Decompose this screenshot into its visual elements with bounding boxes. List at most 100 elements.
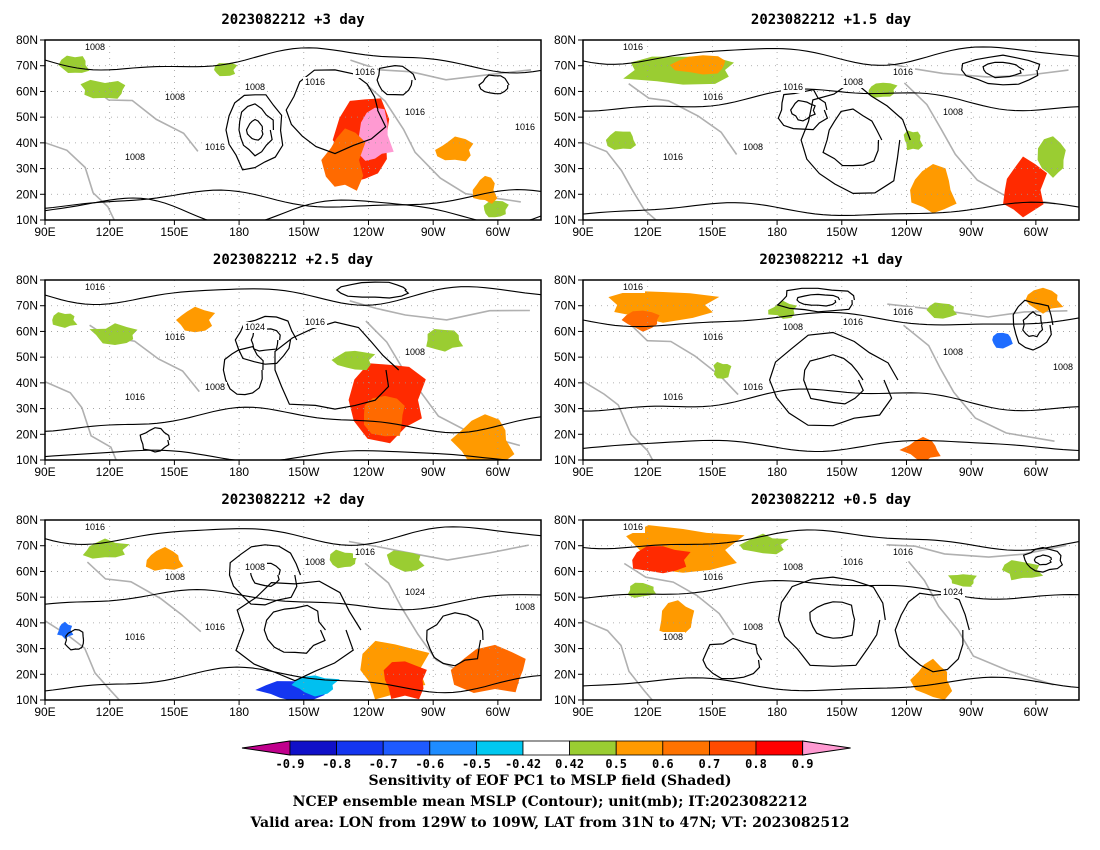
sensitivity-shading [214, 62, 238, 77]
lon-tick-label: 90W [421, 465, 446, 479]
contour-label: 1016 [703, 332, 723, 342]
lon-tick-label: 120E [634, 225, 662, 239]
map-frame [44, 519, 542, 701]
isobar-contour [64, 628, 85, 651]
lat-tick-label: 50N [554, 110, 576, 124]
contour-label: 1016 [125, 632, 145, 642]
contour-label: 1008 [663, 632, 683, 642]
contour-label-bg [741, 622, 765, 633]
map-frame [582, 279, 1080, 461]
contour-label: 1016 [843, 557, 863, 567]
isobar-contour [225, 94, 284, 171]
lon-tick-label: 120W [891, 465, 923, 479]
contour-label: 1016 [405, 107, 425, 117]
contour-label: 1008 [205, 382, 225, 392]
sensitivity-shading [659, 600, 695, 638]
contour-label: 1024 [943, 587, 963, 597]
colorbar-tick-label: -0.6 [415, 757, 444, 771]
lon-tick-label: 60W [1024, 705, 1049, 719]
map-panel: 1016 1016 1008 1008 1016 1024 1008 1016 20230822… [554, 492, 1080, 719]
sensitivity-shading [1001, 560, 1044, 581]
contour-label-bg [701, 92, 725, 103]
contour-label-bg [83, 42, 107, 53]
lon-tick-label: 150W [826, 465, 858, 479]
map-panel: 1016 1016 1016 1016 1008 1008 1008 1016 20230822… [554, 12, 1080, 239]
sensitivity-shading [910, 658, 953, 700]
isobar-contour [263, 604, 326, 654]
contour-label-bg [163, 332, 187, 343]
colorbar-tick-label: 0.42 [555, 757, 584, 771]
lon-tick-label: 120E [634, 465, 662, 479]
isobar-contour [228, 544, 302, 606]
lon-tick-label: 60W [1024, 465, 1049, 479]
caption-line-2: NCEP ensemble mean MSLP (Contour); unit(… [292, 794, 808, 810]
caption-line-1: Sensitivity of EOF PC1 to MSLP field (Sh… [368, 773, 732, 789]
map-panel: 1016 1016 1016 1008 1016 1008 1016 1016 1008 2023… [554, 252, 1080, 479]
lat-tick-label: 70N [16, 59, 38, 73]
sensitivity-shading [291, 675, 340, 697]
contour-label: 1008 [405, 347, 425, 357]
contour-label-bg [303, 77, 327, 88]
contour-label-bg [781, 82, 805, 93]
contour-label: 1008 [165, 572, 185, 582]
contour-label: 1008 [743, 142, 763, 152]
lon-tick-label: 90E [572, 705, 593, 719]
lat-tick-label: 80N [554, 513, 576, 527]
map-frame [44, 279, 542, 461]
isobar-contour [777, 576, 886, 667]
sensitivity-shading [1037, 136, 1066, 178]
isobar-contour [45, 589, 541, 611]
isobar-contour [45, 406, 541, 434]
lon-tick-label: 150E [160, 465, 188, 479]
lon-tick-label: 120W [353, 705, 385, 719]
contour-label-bg [353, 547, 377, 558]
sensitivity-shading [364, 395, 405, 437]
lon-tick-label: 150E [698, 225, 726, 239]
isobar-contour [1012, 299, 1054, 351]
lon-tick-label: 60W [1024, 225, 1049, 239]
lon-tick-label: 120W [891, 225, 923, 239]
colorbar-swatch [755, 740, 803, 756]
sensitivity-shading [713, 361, 732, 379]
contour-label-bg [661, 392, 685, 403]
lat-tick-label: 40N [554, 376, 576, 390]
lon-tick-label: 150W [826, 705, 858, 719]
contour-label-bg [243, 82, 267, 93]
isobar-contour [583, 580, 1079, 600]
isobar-contour [45, 197, 541, 220]
lat-tick-label: 40N [554, 616, 576, 630]
contour-label-bg [163, 572, 187, 583]
isobar-contour [583, 439, 1079, 453]
isobar-contour [234, 315, 298, 365]
colorbar-swatch [289, 740, 337, 756]
lon-tick-label: 150W [288, 225, 320, 239]
lat-tick-label: 80N [554, 33, 576, 47]
lon-tick-label: 180 [229, 225, 249, 239]
colorbar-swatch [382, 740, 431, 756]
contour-label-bg [621, 42, 645, 53]
contour-label: 1016 [663, 392, 683, 402]
contour-label: 1008 [943, 107, 963, 117]
isobar-contour [45, 526, 541, 546]
lat-tick-label: 30N [16, 642, 38, 656]
lat-tick-label: 60N [554, 564, 576, 578]
contour-label-bg [891, 547, 915, 558]
lat-tick-label: 30N [554, 402, 576, 416]
contour-label-bg [661, 152, 685, 163]
lat-tick-label: 40N [16, 376, 38, 390]
sensitivity-shading [910, 164, 957, 214]
contour-label: 1008 [1053, 362, 1073, 372]
map-frame [582, 39, 1080, 221]
lon-tick-label: 150W [288, 465, 320, 479]
contour-label-bg [621, 282, 645, 293]
contour-label: 1016 [85, 282, 105, 292]
contour-label-bg [701, 572, 725, 583]
lat-tick-label: 20N [554, 667, 576, 681]
contour-label: 1016 [355, 67, 375, 77]
contour-label: 1016 [85, 522, 105, 532]
isobar-contour [45, 286, 541, 306]
coastline [583, 380, 654, 460]
panel-title: 2023082212 +2.5 day [213, 252, 374, 268]
contour-label: 1016 [843, 317, 863, 327]
